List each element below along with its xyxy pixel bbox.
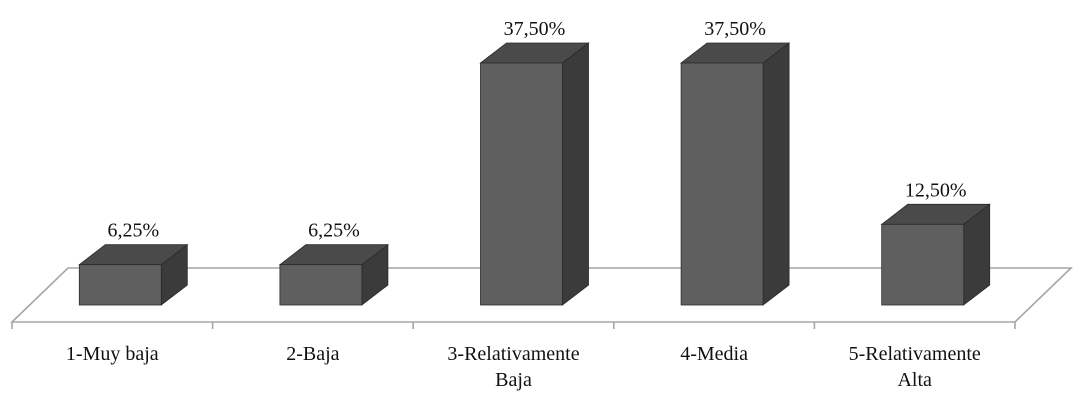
bar-side <box>762 42 790 306</box>
bar-front <box>78 264 162 306</box>
data-label: 12,50% <box>905 179 967 201</box>
bar-front <box>680 62 764 306</box>
bar-front <box>881 223 965 306</box>
floor-outline <box>10 267 1073 323</box>
bar-front <box>279 264 363 306</box>
bar-front <box>480 62 563 306</box>
category-label-group: 1-Muy baja 2-Baja 3-Relativamente Baja 4-Med… <box>66 343 981 391</box>
category-label: Baja <box>495 369 532 391</box>
category-label: 1-Muy baja <box>66 343 159 365</box>
category-label: 3-Relativamente <box>447 343 579 365</box>
data-label-group: 6,25% 6,25% 37,50% 37,50% 12,50% <box>107 18 966 242</box>
bar <box>78 243 189 306</box>
data-label: 37,50% <box>504 18 566 40</box>
chart-floor <box>10 267 1073 329</box>
category-label: 5-Relativamente <box>849 343 981 365</box>
bar-side <box>562 42 589 306</box>
bar <box>679 42 791 306</box>
bar-group <box>78 42 991 306</box>
category-label: 4-Media <box>680 343 748 365</box>
bar <box>479 42 590 306</box>
category-label: 2-Baja <box>286 343 339 365</box>
data-label: 6,25% <box>308 220 360 242</box>
category-label: Alta <box>897 369 932 391</box>
data-label: 37,50% <box>704 18 766 40</box>
data-label: 6,25% <box>107 220 159 242</box>
bar <box>880 203 991 306</box>
bar <box>278 243 390 306</box>
